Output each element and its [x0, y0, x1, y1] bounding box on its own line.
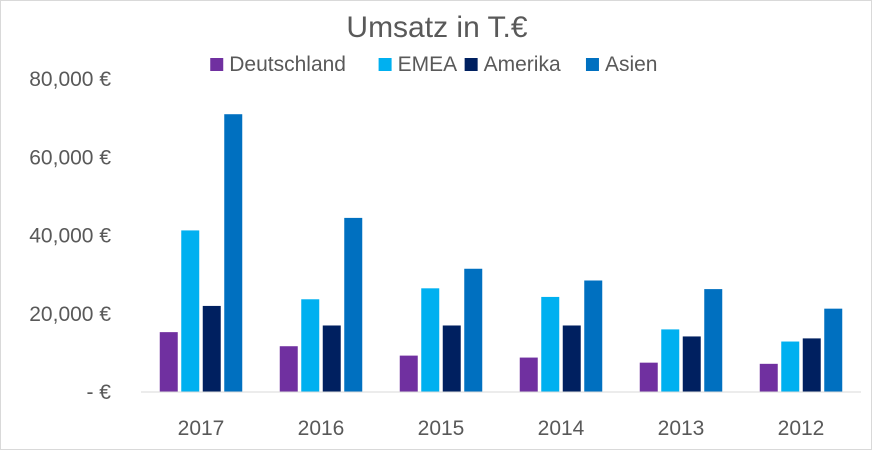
bar-asien-2014 [584, 280, 603, 392]
legend-label-deutschland: Deutschland [229, 53, 346, 76]
y-axis: - € 20,000 € 40,000 € 60,000 € 80,000 € [29, 68, 111, 404]
bar-asien-2016 [344, 217, 363, 392]
bar-asien-2012 [824, 308, 843, 392]
chart-legend: Deutschland EMEA Amerika Asien [210, 53, 657, 76]
x-tick-label: 2017 [178, 417, 225, 440]
bar-amerika-2013 [682, 336, 701, 392]
legend-label-amerika: Amerika [484, 53, 561, 76]
bar-amerika-2017 [202, 305, 221, 392]
bar-amerika-2016 [322, 325, 341, 392]
bar-emea-2016 [301, 299, 320, 392]
bar-emea-2014 [541, 296, 560, 392]
legend-swatch-deutschland [210, 58, 224, 71]
bars-group [159, 114, 843, 393]
legend-swatch-emea [378, 58, 392, 71]
bar-deutschland-2017 [159, 332, 178, 392]
x-tick-label: 2015 [418, 417, 465, 440]
bar-amerika-2015 [442, 325, 461, 392]
x-tick-label: 2014 [538, 417, 585, 440]
legend-swatch-asien [585, 58, 599, 71]
bar-emea-2015 [421, 288, 440, 392]
bar-deutschland-2016 [279, 346, 298, 392]
y-tick-label: - € [86, 381, 111, 404]
chart-title: Umsatz in T.€ [346, 11, 527, 44]
bar-emea-2017 [181, 230, 200, 392]
bar-emea-2012 [781, 341, 800, 392]
bar-asien-2013 [704, 289, 723, 392]
x-tick-label: 2016 [298, 417, 345, 440]
y-tick-label: 80,000 € [29, 68, 111, 91]
bar-deutschland-2012 [759, 363, 778, 392]
x-axis: 2017 2016 2015 2014 2013 2012 [178, 417, 825, 440]
y-tick-label: 20,000 € [29, 303, 111, 326]
legend-label-asien: Asien [605, 53, 658, 76]
y-tick-label: 60,000 € [29, 146, 111, 169]
bar-asien-2017 [224, 114, 243, 393]
x-tick-label: 2013 [658, 417, 705, 440]
bar-asien-2015 [464, 268, 483, 392]
y-tick-label: 40,000 € [29, 225, 111, 248]
bar-amerika-2012 [802, 338, 821, 392]
x-tick-label: 2012 [778, 417, 825, 440]
legend-swatch-amerika [464, 58, 478, 71]
bar-amerika-2014 [562, 325, 581, 392]
bar-deutschland-2014 [519, 357, 538, 392]
bar-deutschland-2015 [399, 355, 418, 392]
bar-deutschland-2013 [639, 362, 658, 392]
legend-label-emea: EMEA [398, 53, 458, 76]
bar-emea-2013 [661, 329, 680, 392]
